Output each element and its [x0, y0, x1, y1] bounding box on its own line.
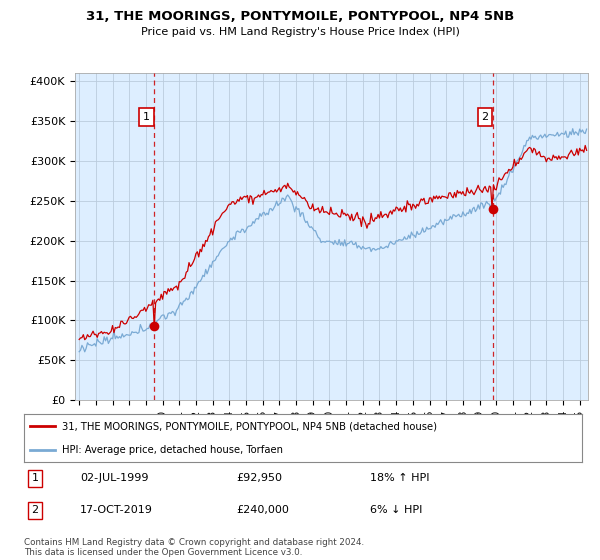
Text: 18% ↑ HPI: 18% ↑ HPI	[370, 473, 430, 483]
Text: 1: 1	[32, 473, 38, 483]
Text: Price paid vs. HM Land Registry's House Price Index (HPI): Price paid vs. HM Land Registry's House …	[140, 27, 460, 37]
Text: 1: 1	[143, 112, 150, 122]
Text: 6% ↓ HPI: 6% ↓ HPI	[370, 505, 422, 515]
Text: Contains HM Land Registry data © Crown copyright and database right 2024.
This d: Contains HM Land Registry data © Crown c…	[24, 538, 364, 557]
Text: 2: 2	[32, 505, 39, 515]
Text: 31, THE MOORINGS, PONTYMOILE, PONTYPOOL, NP4 5NB (detached house): 31, THE MOORINGS, PONTYMOILE, PONTYPOOL,…	[62, 421, 437, 431]
Text: 2: 2	[481, 112, 488, 122]
Text: £92,950: £92,950	[236, 473, 282, 483]
Text: HPI: Average price, detached house, Torfaen: HPI: Average price, detached house, Torf…	[62, 445, 283, 455]
Text: 02-JUL-1999: 02-JUL-1999	[80, 473, 148, 483]
Text: £240,000: £240,000	[236, 505, 289, 515]
Text: 31, THE MOORINGS, PONTYMOILE, PONTYPOOL, NP4 5NB: 31, THE MOORINGS, PONTYMOILE, PONTYPOOL,…	[86, 10, 514, 23]
Text: 17-OCT-2019: 17-OCT-2019	[80, 505, 152, 515]
